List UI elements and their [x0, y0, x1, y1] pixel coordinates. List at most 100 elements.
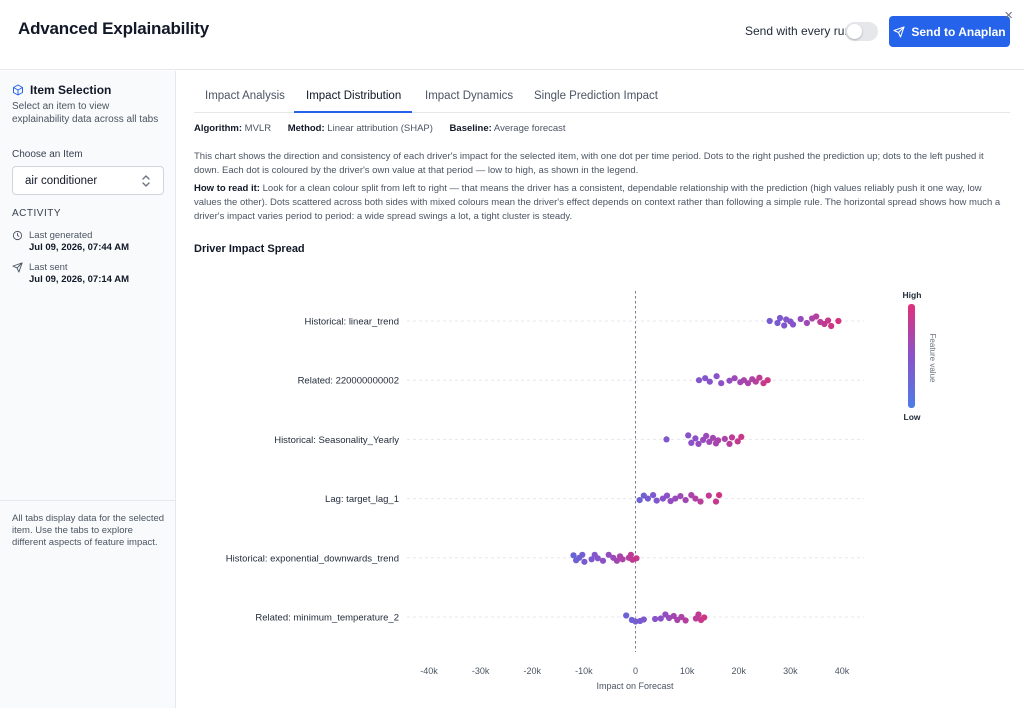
baseline-value: Average forecast	[493, 123, 566, 134]
feature-label: Related: minimum_temperature_2	[255, 613, 399, 624]
algorithm-value: MVLR	[244, 123, 272, 134]
impact-dot	[825, 317, 832, 324]
tab-bar: Impact Analysis Impact Distribution Impa…	[194, 81, 1010, 113]
impact-dot	[764, 377, 771, 384]
chart-description: This chart shows the direction and consi…	[194, 151, 984, 176]
send-every-run-toggle[interactable]	[845, 22, 878, 41]
impact-dot	[652, 615, 659, 623]
impact-dot	[731, 375, 738, 382]
impact-dot	[721, 435, 728, 442]
impact-dot	[703, 432, 710, 439]
close-icon[interactable]: ×	[1004, 7, 1013, 24]
x-tick-label: 10k	[680, 666, 695, 676]
method-value: Linear attribution (SHAP)	[327, 123, 433, 134]
impact-dot	[605, 551, 612, 558]
baseline-key: Baseline:	[449, 123, 492, 134]
x-tick-label: 40k	[835, 666, 850, 676]
item-select-value: air conditioner	[25, 175, 98, 187]
sidebar-note: All tabs display data for the selected i…	[12, 513, 165, 548]
item-selection-heading: Item Selection	[12, 83, 111, 97]
impact-dot	[636, 497, 643, 504]
impact-dot	[640, 616, 647, 623]
feature-label: Historical: Seasonality_Yearly	[274, 435, 399, 446]
impact-dot	[712, 498, 720, 505]
activity-value: Jul 09, 2026, 07:14 AM	[29, 274, 129, 285]
how-to-read: How to read it: Look for a clean colour …	[194, 182, 1010, 224]
impact-dot	[663, 436, 670, 443]
impact-dot	[632, 618, 639, 625]
impact-dot	[709, 434, 717, 441]
send-button-label: Send to Anaplan	[911, 24, 1006, 39]
impact-dot	[738, 433, 745, 440]
impact-dot	[644, 495, 652, 502]
activity-key: Last sent	[29, 262, 68, 273]
impact-dot	[650, 492, 657, 499]
impact-dot	[613, 557, 621, 564]
item-select[interactable]: air conditioner	[12, 166, 164, 195]
impact-dot	[744, 380, 752, 387]
impact-dot	[715, 437, 722, 444]
tab-impact-distribution[interactable]: Impact Distribution	[306, 90, 402, 102]
impact-dot	[688, 439, 695, 446]
impact-dot	[692, 435, 699, 442]
send-icon	[893, 25, 905, 38]
impact-dot	[828, 322, 835, 330]
legend-color-bar	[908, 304, 915, 408]
impact-dot	[588, 556, 595, 563]
x-tick-label: 20k	[731, 666, 746, 676]
impact-dot	[774, 319, 781, 327]
sidebar: Item Selection Select an item to view ex…	[0, 71, 176, 708]
tab-impact-analysis[interactable]: Impact Analysis	[205, 90, 285, 102]
model-meta: Algorithm: MVLR Method: Linear attributi…	[194, 123, 566, 134]
impact-dot	[697, 498, 704, 505]
impact-dot	[678, 613, 685, 621]
page-title: Advanced Explainability	[18, 19, 209, 38]
tab-impact-dynamics[interactable]: Impact Dynamics	[425, 90, 514, 102]
algorithm-key: Algorithm:	[194, 123, 243, 134]
send-icon	[12, 262, 23, 273]
impact-dot	[718, 380, 725, 387]
impact-dot	[663, 492, 671, 499]
impact-dot	[579, 551, 586, 558]
modal-header: Advanced Explainability Send with every …	[0, 0, 1024, 70]
feature-label: Historical: linear_trend	[304, 317, 399, 328]
send-every-run-label: Send with every run	[745, 24, 852, 38]
impact-dot	[701, 614, 708, 621]
impact-dot	[789, 321, 797, 328]
activity-label: ACTIVITY	[12, 208, 62, 219]
impact-dot	[670, 612, 677, 620]
item-selection-description: Select an item to view explainability da…	[12, 101, 159, 125]
impact-dot	[752, 378, 759, 385]
send-to-anaplan-button[interactable]: Send to Anaplan	[889, 16, 1010, 47]
how-to-read-label: How to read it:	[194, 183, 260, 194]
impact-dot	[726, 377, 733, 384]
legend-low-label: Low	[904, 412, 921, 422]
impact-dot	[835, 317, 842, 325]
impact-dot	[726, 440, 733, 447]
impact-dot	[623, 612, 630, 619]
impact-dot	[667, 498, 674, 505]
impact-dot	[682, 497, 689, 504]
legend-high-label: High	[903, 290, 922, 300]
impact-dot	[685, 432, 692, 439]
impact-dot	[716, 492, 723, 499]
clock-icon	[12, 230, 23, 241]
legend-title: Feature value	[928, 334, 937, 383]
activity-key: Last generated	[29, 230, 93, 241]
active-tab-indicator	[294, 111, 412, 113]
impact-dot	[672, 495, 679, 502]
feature-label: Related: 220000000002	[298, 376, 399, 387]
impact-dot	[803, 319, 811, 327]
impact-dot	[570, 552, 577, 559]
cube-icon	[13, 84, 23, 96]
impact-dot	[594, 555, 601, 562]
impact-dot	[797, 315, 804, 323]
x-tick-label: 30k	[783, 666, 798, 676]
impact-dot	[657, 615, 664, 622]
impact-dot	[713, 373, 720, 380]
sidebar-divider	[0, 500, 176, 501]
tab-single-prediction-impact[interactable]: Single Prediction Impact	[534, 90, 659, 102]
activity-last-generated: Last generated Jul 09, 2026, 07:44 AM	[12, 230, 129, 253]
impact-dot	[581, 558, 588, 565]
impact-dot	[705, 492, 712, 499]
